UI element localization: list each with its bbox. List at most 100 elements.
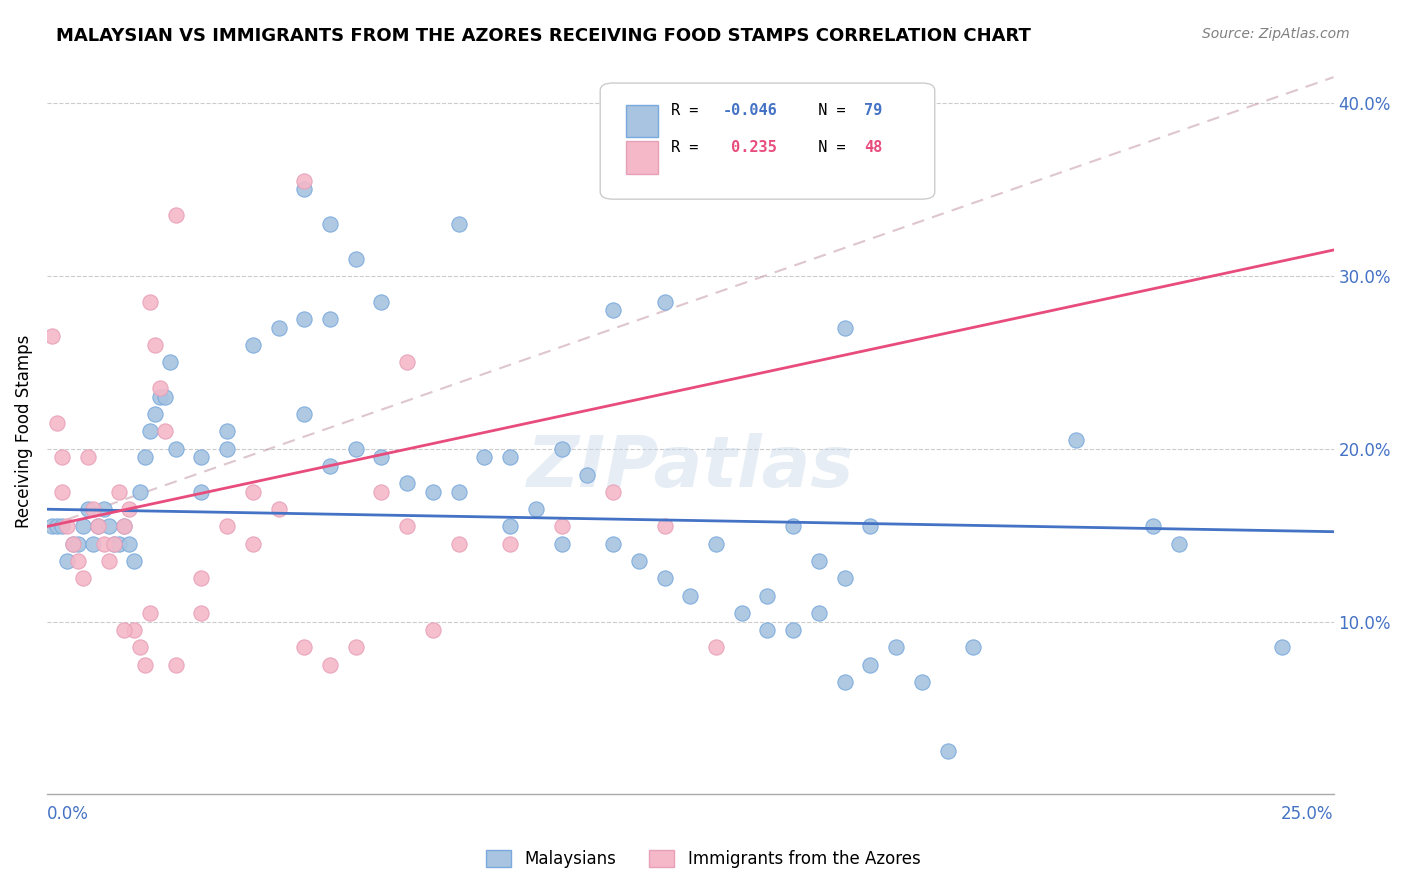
Point [77, 450, 100, 465]
Point [72, 571, 94, 585]
Point [292, 312, 315, 326]
Point [103, 537, 125, 551]
Point [242, 338, 264, 352]
Point [46, 416, 69, 430]
Point [550, 537, 572, 551]
Point [87, 519, 110, 533]
Point [602, 537, 624, 551]
Point [731, 606, 754, 620]
Point [93, 502, 115, 516]
Point [190, 571, 212, 585]
Point [149, 390, 172, 404]
Text: 0.235: 0.235 [723, 140, 778, 154]
Point [124, 623, 146, 637]
Point [118, 537, 141, 551]
Point [499, 450, 522, 465]
Point [112, 519, 135, 533]
Point [143, 338, 166, 352]
Text: -0.046: -0.046 [723, 103, 778, 119]
Point [859, 519, 882, 533]
Point [159, 355, 181, 369]
Point [550, 519, 572, 533]
Point [602, 303, 624, 318]
Point [756, 623, 779, 637]
Point [370, 450, 392, 465]
Point [134, 657, 156, 672]
Point [344, 640, 367, 655]
Point [108, 537, 131, 551]
Text: 48: 48 [863, 140, 882, 154]
FancyBboxPatch shape [626, 141, 658, 174]
Point [474, 450, 496, 465]
Point [139, 425, 162, 439]
Point [72, 519, 94, 533]
Point [344, 252, 367, 266]
Point [155, 390, 177, 404]
Point [524, 502, 547, 516]
Point [447, 217, 470, 231]
Legend: Malaysians, Immigrants from the Azores: Malaysians, Immigrants from the Azores [479, 843, 927, 875]
Point [370, 484, 392, 499]
Point [654, 294, 676, 309]
Point [93, 537, 115, 551]
Point [782, 623, 804, 637]
Point [51, 519, 73, 533]
Point [124, 554, 146, 568]
Point [66, 537, 89, 551]
Point [576, 467, 599, 482]
Point [1142, 519, 1164, 533]
Point [550, 442, 572, 456]
Point [97, 519, 120, 533]
Point [807, 606, 830, 620]
Point [319, 217, 342, 231]
Point [292, 182, 315, 196]
Point [41, 329, 63, 343]
Text: 0.0%: 0.0% [46, 805, 89, 823]
Point [56, 519, 79, 533]
Point [103, 537, 125, 551]
Point [884, 640, 907, 655]
Text: 79: 79 [863, 103, 882, 119]
Text: R =: R = [671, 140, 707, 154]
Point [77, 502, 100, 516]
Point [704, 640, 727, 655]
Point [242, 484, 264, 499]
Point [112, 519, 135, 533]
Point [267, 502, 290, 516]
Point [292, 174, 315, 188]
Point [911, 675, 934, 690]
Point [1064, 433, 1087, 447]
Point [82, 502, 104, 516]
Point [396, 476, 419, 491]
Point [1271, 640, 1294, 655]
Point [654, 571, 676, 585]
Point [190, 484, 212, 499]
Point [165, 657, 187, 672]
Point [62, 537, 84, 551]
Point [51, 450, 73, 465]
Point [215, 519, 238, 533]
Point [66, 554, 89, 568]
Point [319, 458, 342, 473]
Point [149, 381, 172, 395]
Point [97, 554, 120, 568]
Point [834, 571, 856, 585]
Point [118, 502, 141, 516]
Point [679, 589, 702, 603]
Text: 25.0%: 25.0% [1281, 805, 1334, 823]
Text: N =: N = [800, 103, 855, 119]
Point [396, 519, 419, 533]
Point [602, 484, 624, 499]
Point [499, 519, 522, 533]
Point [242, 537, 264, 551]
Point [396, 355, 419, 369]
Point [155, 425, 177, 439]
Point [82, 537, 104, 551]
Text: N =: N = [800, 140, 855, 154]
Point [422, 623, 444, 637]
Text: Source: ZipAtlas.com: Source: ZipAtlas.com [1202, 27, 1350, 41]
Point [51, 484, 73, 499]
Point [56, 554, 79, 568]
Point [499, 537, 522, 551]
Point [112, 623, 135, 637]
